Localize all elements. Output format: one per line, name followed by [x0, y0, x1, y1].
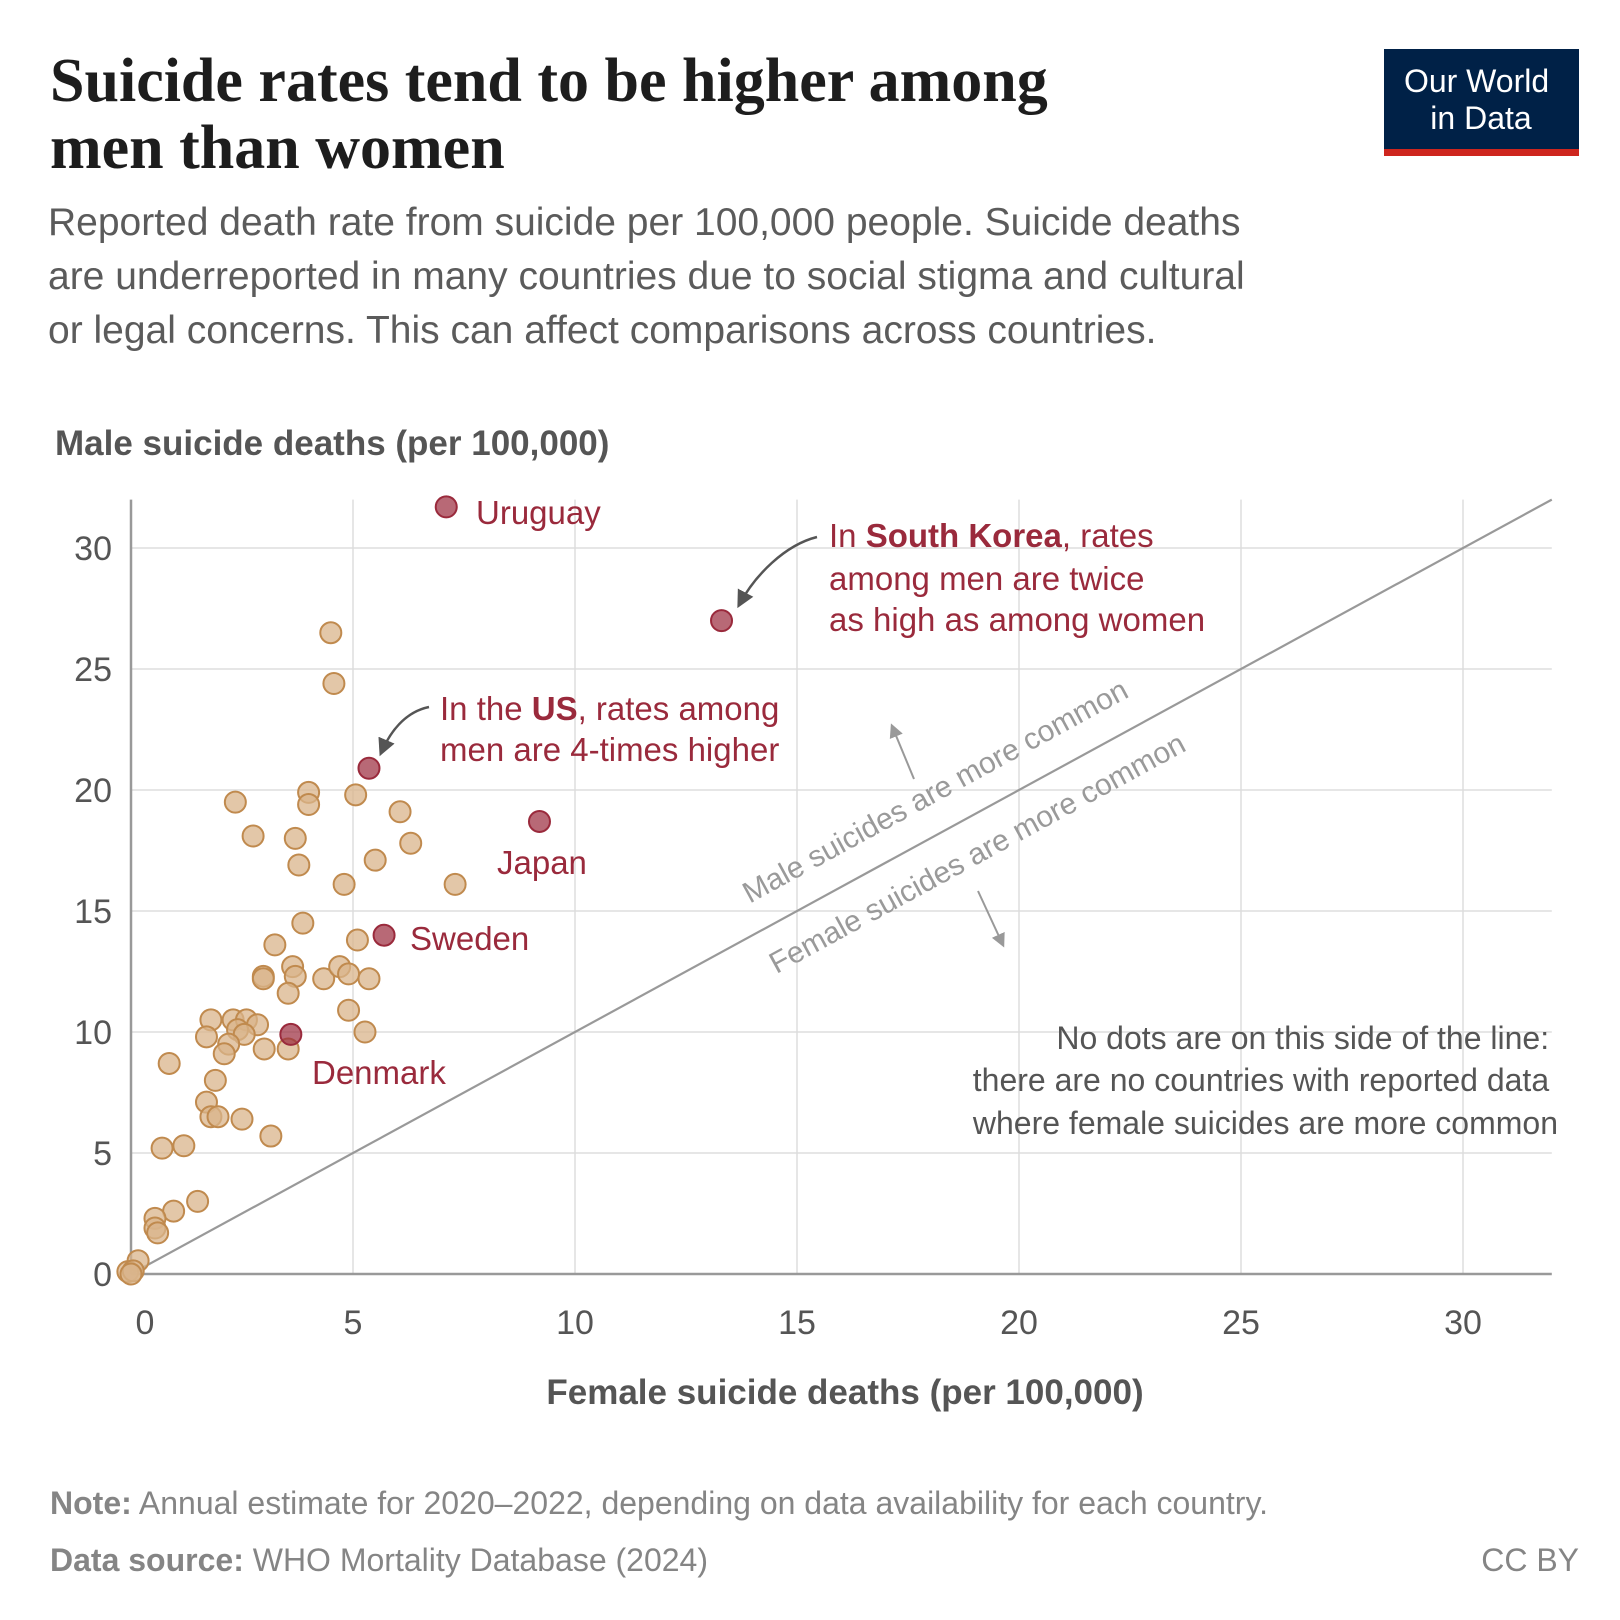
data-point — [337, 998, 361, 1022]
no-dots-note: No dots are on this side of the line: — [1056, 1020, 1549, 1056]
data-point — [345, 928, 369, 952]
highlighted-point — [527, 809, 551, 833]
highlighted-point — [710, 609, 734, 633]
us-annotation: men are 4-times higher — [440, 731, 779, 768]
data-point — [443, 872, 467, 896]
y-tick-label: 20 — [74, 772, 112, 810]
logo-text: in Data — [1430, 100, 1532, 136]
no-dots-note: there are no countries with reported dat… — [973, 1062, 1550, 1098]
data-point — [251, 967, 275, 991]
data-source: Data source: WHO Mortality Database (202… — [50, 1542, 708, 1578]
x-tick-label: 25 — [1222, 1304, 1260, 1342]
x-tick-label: 30 — [1444, 1304, 1482, 1342]
x-tick-label: 15 — [778, 1304, 816, 1342]
label-uruguay: Uruguay — [476, 494, 601, 531]
arrow-down-icon — [977, 890, 1005, 948]
highlighted-point — [357, 756, 381, 780]
data-point — [276, 981, 300, 1005]
owid-logo[interactable]: Our World in Data — [1384, 49, 1579, 156]
data-point — [172, 1134, 196, 1158]
south-korea-annotation: as high as among women — [829, 601, 1205, 638]
data-point — [344, 783, 368, 807]
y-tick-label: 25 — [74, 651, 112, 689]
label-japan: Japan — [497, 844, 587, 881]
data-point — [363, 848, 387, 872]
data-point — [206, 1105, 230, 1129]
data-point — [287, 853, 311, 877]
data-point — [157, 1051, 181, 1075]
svg-text:Our World in Data: Our World in Data — [1404, 63, 1558, 136]
chart-title-line: Suicide rates tend to be higher among — [50, 47, 1048, 115]
points — [116, 621, 467, 1286]
data-point — [332, 872, 356, 896]
highlighted-point — [434, 495, 458, 519]
subtitle-line: Reported death rate from suicide per 100… — [48, 201, 1240, 244]
data-point — [283, 826, 307, 850]
y-tick-label: 30 — [74, 530, 112, 568]
data-point — [119, 1262, 143, 1286]
data-point — [241, 824, 265, 848]
svg-text:Suicide rates tend to be highe: Suicide rates tend to be higher among me… — [50, 47, 1063, 182]
reference-line — [130, 498, 1553, 1275]
data-point — [322, 672, 346, 696]
y-axis-title: Male suicide deaths (per 100,000) — [55, 424, 609, 463]
y-tick-label: 5 — [93, 1135, 112, 1173]
data-point — [203, 1068, 227, 1092]
data-point — [353, 1020, 377, 1044]
data-point — [259, 1124, 283, 1148]
south-korea-annotation: In South Korea, rates — [829, 517, 1154, 554]
svg-text:Reported death rate from suici: Reported death rate from suicide per 100… — [48, 201, 1256, 352]
data-point — [388, 800, 412, 824]
data-point — [357, 967, 381, 991]
us-arrow-icon — [378, 705, 430, 757]
subtitle-line: or legal concerns. This can affect compa… — [48, 309, 1156, 352]
label-sweden: Sweden — [410, 920, 529, 957]
data-point — [146, 1221, 170, 1245]
arrow-up-icon — [889, 723, 915, 780]
license-link[interactable]: CC BY — [1481, 1542, 1579, 1578]
data-point — [319, 621, 343, 645]
data-point — [337, 962, 361, 986]
label-denmark: Denmark — [312, 1054, 446, 1091]
y-tick-label: 10 — [74, 1014, 112, 1052]
y-tick-label: 15 — [74, 893, 112, 931]
data-point — [194, 1025, 218, 1049]
highlighted-point — [279, 1022, 303, 1046]
x-tick-label: 5 — [344, 1304, 363, 1342]
chart-title-line: men than women — [50, 114, 505, 182]
logo-text: Our World — [1404, 63, 1549, 99]
data-point — [223, 790, 247, 814]
data-point — [186, 1189, 210, 1213]
highlighted-point — [372, 923, 396, 947]
data-point — [252, 1037, 276, 1061]
x-tick-label: 10 — [556, 1304, 594, 1342]
x-tick-label: 0 — [136, 1304, 155, 1342]
south-korea-arrow-icon — [737, 535, 818, 609]
data-point — [312, 967, 336, 991]
x-axis-title: Female suicide deaths (per 100,000) — [546, 1373, 1143, 1412]
data-point — [212, 1042, 236, 1066]
data-point — [150, 1136, 174, 1160]
data-point — [230, 1107, 254, 1131]
data-point — [291, 911, 315, 935]
svg-text:No dots are on this side of th: No dots are on this side of the line: th… — [972, 1020, 1558, 1141]
highlighted-points — [279, 495, 734, 1046]
no-dots-note: where female suicides are more common — [972, 1105, 1558, 1141]
y-tick-label: 0 — [93, 1256, 112, 1294]
axes: 0 5 10 15 20 25 30 0 5 10 15 20 25 30 — [74, 499, 1552, 1342]
subtitle-line: are underreported in many countries due … — [48, 255, 1245, 298]
data-point — [297, 793, 321, 817]
south-korea-annotation: among men are twice — [829, 560, 1144, 597]
x-tick-label: 20 — [1000, 1304, 1038, 1342]
us-annotation: In the US, rates among — [440, 690, 779, 727]
data-point — [399, 831, 423, 855]
data-point — [263, 933, 287, 957]
note: Note: Annual estimate for 2020–2022, dep… — [50, 1485, 1268, 1521]
